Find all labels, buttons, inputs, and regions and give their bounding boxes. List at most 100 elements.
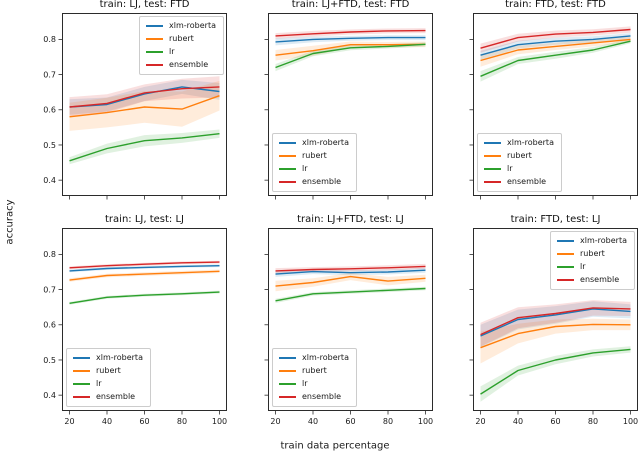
- legend-entry-lr: lr: [484, 163, 554, 175]
- x-tick-label: 60: [139, 417, 149, 426]
- legend-entry-ensemble: ensemble: [557, 274, 627, 286]
- band-rubert: [69, 80, 220, 131]
- legend-line-swatch: [279, 181, 296, 183]
- legend-entry-lr: lr: [279, 378, 349, 390]
- legend-label: xlm-roberta: [507, 138, 554, 147]
- legend-entry-lr: lr: [146, 46, 216, 58]
- legend-line-swatch: [279, 370, 296, 372]
- band-rubert: [480, 36, 631, 67]
- x-tick-label: 80: [383, 417, 393, 426]
- line-ensemble: [69, 86, 220, 108]
- line-lr: [480, 348, 631, 395]
- x-tick-label: 80: [177, 417, 187, 426]
- legend-entry-rubert: rubert: [484, 150, 554, 162]
- subplot-title: train: FTD, test: FTD: [505, 0, 606, 10]
- subplot-title: train: LJ+FTD, test: LJ: [297, 214, 404, 225]
- legend-line-swatch: [73, 370, 90, 372]
- legend-label: rubert: [507, 151, 532, 160]
- x-tick-label: 40: [102, 417, 112, 426]
- legend-label: ensemble: [302, 392, 342, 401]
- legend-label: ensemble: [169, 60, 209, 69]
- legend: xlm-roberta rubert lr ensemble: [272, 348, 357, 407]
- y-tick-label: 0.5: [43, 356, 56, 365]
- legend-line-swatch: [484, 142, 501, 144]
- legend-entry-ensemble: ensemble: [146, 59, 216, 71]
- plot-area: [264, 13, 433, 200]
- legend-line-swatch: [279, 155, 296, 157]
- legend-label: lr: [302, 379, 308, 388]
- plot-border: [473, 13, 638, 196]
- legend-label: rubert: [580, 249, 605, 258]
- line-ensemble: [69, 261, 220, 269]
- legend-entry-ensemble: ensemble: [484, 176, 554, 188]
- legend-entry-xlm-roberta: xlm-roberta: [557, 235, 627, 247]
- subplot-train-ftd-test-ftd: train: FTD, test: FTD xlm-roberta rubert l…: [469, 0, 638, 200]
- legend-label: ensemble: [580, 275, 620, 284]
- x-axis-label: train data percentage: [280, 440, 390, 452]
- y-tick-label: 0.8: [43, 250, 56, 259]
- line-ensemble: [275, 265, 426, 272]
- plot-border: [473, 228, 638, 411]
- legend-line-swatch: [279, 383, 296, 385]
- legend-line-swatch: [557, 279, 575, 281]
- legend-line-swatch: [146, 25, 164, 27]
- plot-border: [62, 228, 227, 411]
- legend-label: lr: [302, 164, 308, 173]
- legend: xlm-roberta rubert lr ensemble: [550, 231, 635, 290]
- legend-label: lr: [169, 47, 175, 56]
- y-tick-label: 0.6: [43, 321, 56, 330]
- y-tick-label: 0.8: [43, 35, 56, 44]
- legend-entry-ensemble: ensemble: [73, 391, 143, 403]
- line-lr: [275, 287, 426, 302]
- legend-line-swatch: [484, 155, 501, 157]
- line-rubert: [69, 95, 220, 118]
- legend-label: xlm-roberta: [302, 138, 349, 147]
- line-xlm-roberta: [480, 308, 631, 337]
- legend: xlm-roberta rubert lr ensemble: [139, 16, 224, 75]
- y-tick-label: 0.4: [43, 391, 56, 400]
- legend-line-swatch: [484, 168, 501, 170]
- legend-line-swatch: [279, 396, 296, 398]
- band-rubert: [69, 269, 220, 282]
- plot-area: [469, 13, 638, 200]
- legend-entry-rubert: rubert: [279, 365, 349, 377]
- line-rubert: [275, 275, 426, 287]
- band-rubert: [480, 318, 631, 364]
- x-tick-label: 40: [308, 417, 318, 426]
- legend-entry-rubert: rubert: [146, 33, 216, 45]
- line-ensemble: [275, 29, 426, 37]
- legend-label: rubert: [169, 34, 194, 43]
- subplot-title: train: LJ+FTD, test: FTD: [291, 0, 410, 10]
- line-lr: [69, 133, 220, 162]
- y-tick-label: 0.5: [43, 141, 56, 150]
- band-lr: [69, 129, 220, 165]
- legend-line-swatch: [73, 357, 90, 359]
- legend-label: lr: [507, 164, 513, 173]
- plot-border: [268, 228, 433, 411]
- line-xlm-roberta: [69, 265, 220, 272]
- y-tick-label: 0.6: [43, 106, 56, 115]
- legend-entry-lr: lr: [557, 261, 627, 273]
- line-xlm-roberta: [275, 36, 426, 43]
- legend-entry-lr: lr: [73, 378, 143, 390]
- legend-entry-ensemble: ensemble: [279, 391, 349, 403]
- legend-line-swatch: [73, 383, 90, 385]
- subplot-title: train: FTD, test: LJ: [510, 214, 601, 225]
- subplot-train-ljftd-test-ftd: train: LJ+FTD, test: FTD xlm-roberta rube…: [264, 0, 433, 200]
- plot-area: 20 40 60 80 100: [264, 228, 433, 426]
- legend-entry-rubert: rubert: [557, 248, 627, 260]
- y-tick-label: 0.4: [43, 176, 56, 185]
- x-tick-label: 20: [475, 417, 485, 426]
- legend-label: xlm-roberta: [169, 21, 216, 30]
- legend-entry-lr: lr: [279, 163, 349, 175]
- band-ensemble: [480, 300, 631, 347]
- legend-line-swatch: [146, 38, 164, 40]
- band-xlm-roberta: [480, 301, 631, 348]
- line-rubert: [69, 270, 220, 281]
- legend-entry-xlm-roberta: xlm-roberta: [279, 137, 349, 149]
- x-tick-label: 100: [212, 417, 227, 426]
- x-tick-label: 20: [270, 417, 280, 426]
- line-ensemble: [480, 307, 631, 336]
- x-tick-label: 60: [345, 417, 355, 426]
- legend-entry-xlm-roberta: xlm-roberta: [279, 352, 349, 364]
